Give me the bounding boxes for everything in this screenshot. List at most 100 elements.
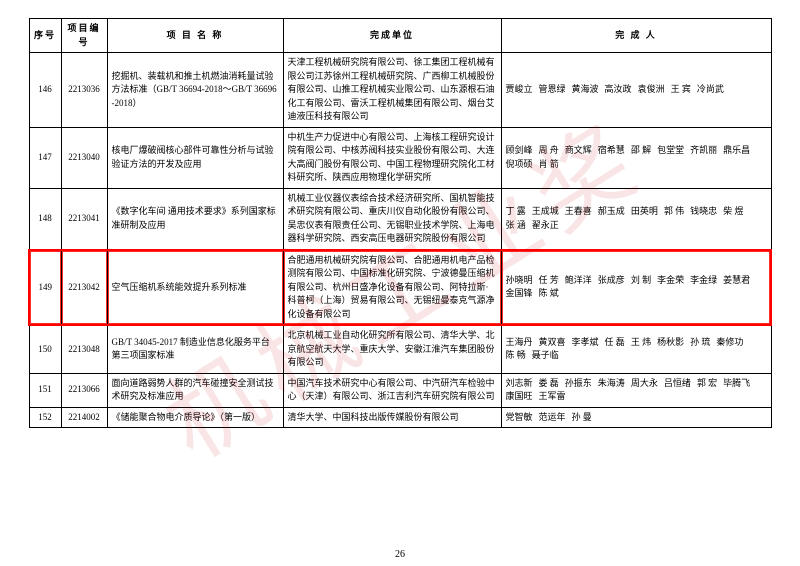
cell-units: 天津工程机械研究院有限公司、徐工集团工程机械有限公司江苏徐州工程机械研究院、广西… [283, 53, 501, 128]
cell-units: 中国汽车技术研究中心有限公司、中汽研汽车检验中心（天津）有限公司、浙江吉利汽车研… [283, 373, 501, 407]
person: 任 磊 [605, 336, 625, 350]
table-row: 1472213040核电厂爆破阀核心部件可靠性分析与试验验证方法的开发及应用中机… [29, 127, 771, 188]
col-name: 项 目 名 称 [107, 19, 283, 53]
person: 田英明 [631, 205, 658, 219]
person: 孙振东 [565, 377, 592, 391]
cell-code: 2213042 [61, 250, 107, 326]
cell-code: 2213040 [61, 127, 107, 188]
person: 王成城 [532, 205, 559, 219]
col-code: 项目编号 [61, 19, 107, 53]
person: 周 舟 [539, 144, 559, 158]
col-people: 完 成 人 [501, 19, 771, 53]
person: 邵 解 [631, 144, 651, 158]
table-row: 1512213066面向道路弱势人群的汽车碰撞安全测试技术研究及标准应用中国汽车… [29, 373, 771, 407]
cell-name: 挖掘机、装载机和推土机燃油消耗量试验方法标准（GB/T 36694-2018～G… [107, 53, 283, 128]
person: 秦修功 [716, 336, 743, 350]
cell-people: 顾剑峰周 舟商文辉宿希慧邵 解包堂堂齐凯丽鼎乐昌倪项硕肖 箭 [501, 127, 771, 188]
person: 孙 曼 [572, 411, 592, 425]
person: 金国锋 [506, 287, 533, 301]
person: 贾峻立 [506, 83, 533, 97]
person: 毕腾飞 [723, 377, 750, 391]
cell-name: 面向道路弱势人群的汽车碰撞安全测试技术研究及标准应用 [107, 373, 283, 407]
person: 高汝政 [605, 83, 632, 97]
cell-code: 2213066 [61, 373, 107, 407]
col-index: 序号 [29, 19, 61, 53]
person: 宿希慧 [598, 144, 625, 158]
person: 孙晓明 [506, 274, 533, 288]
person: 李金荣 [657, 274, 684, 288]
person: 黄海波 [572, 83, 599, 97]
person: 翟永正 [532, 219, 559, 233]
person: 党智敏 [506, 411, 533, 425]
cell-people: 孙晓明任 芳鲍洋洋张成彦刘 制李金荣李金绿姜慧君金国锋陈 斌 [501, 250, 771, 326]
person: 王 宾 [671, 83, 691, 97]
cell-people: 王海丹黄双喜李孝斌任 磊王 炜杨秋影孙 琉秦修功陈 畅聂子临 [501, 325, 771, 373]
cell-code: 2213036 [61, 53, 107, 128]
cell-name: 《储能聚合物电介质导论》（第一版） [107, 407, 283, 428]
cell-index: 146 [29, 53, 61, 128]
cell-people: 贾峻立管恩绿黄海波高汝政袁俊洲王 宾冷尚武 [501, 53, 771, 128]
person: 郭 伟 [664, 205, 684, 219]
cell-code: 2213041 [61, 188, 107, 250]
cell-units: 机械工业仪器仪表综合技术经济研究所、国机智能技术研究院有限公司、重庆川仪自动化股… [283, 188, 501, 250]
person: 张成彦 [598, 274, 625, 288]
cell-units: 合肥通用机械研究院有限公司、合肥通用机电产品检测院有限公司、中国标准化研究院、宁… [283, 250, 501, 326]
cell-people: 丁 露王成城王春喜郝玉成田英明郭 伟钱晓忠柴 煜张 涵翟永正 [501, 188, 771, 250]
person: 王 炜 [631, 336, 651, 350]
person: 范运年 [539, 411, 566, 425]
person: 李金绿 [690, 274, 717, 288]
person: 肖 箭 [539, 158, 559, 172]
person: 陈 畅 [506, 349, 526, 363]
person: 张 涵 [506, 219, 526, 233]
person: 鼎乐昌 [723, 144, 750, 158]
table-header: 序号 项目编号 项 目 名 称 完成单位 完 成 人 [29, 19, 771, 53]
person: 娄 磊 [539, 377, 559, 391]
person: 管恩绿 [539, 83, 566, 97]
table-body: 1462213036挖掘机、装载机和推土机燃油消耗量试验方法标准（GB/T 36… [29, 53, 771, 428]
person: 郭 宏 [697, 377, 717, 391]
person: 李孝斌 [572, 336, 599, 350]
person: 王军雷 [539, 390, 566, 404]
person: 袁俊洲 [638, 83, 665, 97]
cell-name: GB/T 34045-2017 制造业信息化服务平台第三项国家标准 [107, 325, 283, 373]
person: 鲍洋洋 [565, 274, 592, 288]
person: 倪项硕 [506, 158, 533, 172]
table-row: 1502213048GB/T 34045-2017 制造业信息化服务平台第三项国… [29, 325, 771, 373]
person: 丁 露 [506, 205, 526, 219]
table-row: 1462213036挖掘机、装载机和推土机燃油消耗量试验方法标准（GB/T 36… [29, 53, 771, 128]
person: 齐凯丽 [690, 144, 717, 158]
cell-name: 核电厂爆破阀核心部件可靠性分析与试验验证方法的开发及应用 [107, 127, 283, 188]
cell-name: 空气压缩机系统能效提升系列标准 [107, 250, 283, 326]
person: 杨秋影 [657, 336, 684, 350]
person: 周大永 [631, 377, 658, 391]
cell-index: 151 [29, 373, 61, 407]
person: 任 芳 [539, 274, 559, 288]
person: 郝玉成 [598, 205, 625, 219]
person: 刘 制 [631, 274, 651, 288]
cell-units: 北京机械工业自动化研究所有限公司、清华大学、北京航空航天大学、重庆大学、安徽江淮… [283, 325, 501, 373]
person: 柴 煜 [723, 205, 743, 219]
person: 王春喜 [565, 205, 592, 219]
person: 吕恒绪 [664, 377, 691, 391]
person: 王海丹 [506, 336, 533, 350]
table-row: 1482213041《数字化车间 通用技术要求》系列国家标准研制及应用机械工业仪… [29, 188, 771, 250]
cell-people: 党智敏范运年孙 曼 [501, 407, 771, 428]
person: 孙 琉 [690, 336, 710, 350]
person: 钱晓忠 [690, 205, 717, 219]
cell-code: 2214002 [61, 407, 107, 428]
cell-name: 《数字化车间 通用技术要求》系列国家标准研制及应用 [107, 188, 283, 250]
col-units: 完成单位 [283, 19, 501, 53]
awards-table: 序号 项目编号 项 目 名 称 完成单位 完 成 人 1462213036挖掘机… [28, 18, 772, 428]
cell-units: 中机生产力促进中心有限公司、上海核工程研究设计院有限公司、中核苏阀科技实业股份有… [283, 127, 501, 188]
person: 黄双喜 [539, 336, 566, 350]
cell-units: 清华大学、中国科技出版传媒股份有限公司 [283, 407, 501, 428]
person: 商文辉 [565, 144, 592, 158]
person: 陈 斌 [539, 287, 559, 301]
person: 顾剑峰 [506, 144, 533, 158]
cell-index: 150 [29, 325, 61, 373]
person: 朱海涛 [598, 377, 625, 391]
person: 刘志新 [506, 377, 533, 391]
cell-code: 2213048 [61, 325, 107, 373]
cell-people: 刘志新娄 磊孙振东朱海涛周大永吕恒绪郭 宏毕腾飞康国旺王军雷 [501, 373, 771, 407]
cell-index: 149 [29, 250, 61, 326]
